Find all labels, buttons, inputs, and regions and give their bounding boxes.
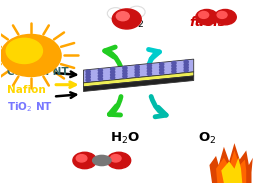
- Text: H$_2$O: H$_2$O: [110, 131, 140, 146]
- Circle shape: [86, 73, 90, 76]
- Circle shape: [123, 66, 127, 69]
- Polygon shape: [83, 72, 194, 87]
- Circle shape: [159, 71, 164, 74]
- Text: Nafion: Nafion: [7, 85, 46, 95]
- Circle shape: [116, 12, 129, 21]
- Circle shape: [135, 65, 139, 68]
- Circle shape: [110, 155, 121, 162]
- Circle shape: [86, 76, 90, 79]
- Circle shape: [196, 9, 218, 25]
- Circle shape: [111, 73, 115, 76]
- Circle shape: [98, 72, 102, 75]
- Circle shape: [111, 70, 115, 73]
- Circle shape: [147, 67, 152, 70]
- Text: fuels: fuels: [190, 16, 226, 29]
- Circle shape: [217, 11, 227, 18]
- Circle shape: [135, 68, 139, 71]
- Circle shape: [159, 63, 164, 66]
- Circle shape: [76, 155, 87, 162]
- Circle shape: [172, 70, 176, 73]
- Circle shape: [135, 71, 139, 74]
- Circle shape: [111, 68, 115, 71]
- Circle shape: [123, 69, 127, 72]
- Circle shape: [147, 64, 152, 67]
- Circle shape: [128, 6, 145, 18]
- Circle shape: [123, 72, 127, 75]
- Text: TiO$_2$ NT: TiO$_2$ NT: [7, 101, 53, 114]
- Circle shape: [172, 64, 176, 67]
- Circle shape: [1, 34, 61, 77]
- Polygon shape: [83, 59, 194, 83]
- Circle shape: [107, 8, 124, 19]
- Polygon shape: [83, 76, 194, 91]
- Circle shape: [98, 69, 102, 72]
- Circle shape: [184, 63, 188, 66]
- Ellipse shape: [93, 155, 111, 166]
- Polygon shape: [216, 151, 246, 183]
- Circle shape: [159, 68, 164, 71]
- Circle shape: [184, 66, 188, 69]
- Circle shape: [172, 62, 176, 64]
- Circle shape: [73, 152, 97, 169]
- Circle shape: [86, 70, 90, 73]
- Text: O$_2$: O$_2$: [198, 131, 216, 146]
- Circle shape: [123, 75, 127, 78]
- Circle shape: [98, 75, 102, 77]
- Polygon shape: [221, 158, 242, 183]
- Circle shape: [107, 152, 131, 169]
- Circle shape: [112, 9, 141, 29]
- Circle shape: [86, 79, 90, 82]
- Circle shape: [172, 67, 176, 70]
- Circle shape: [159, 66, 164, 69]
- Circle shape: [135, 74, 139, 77]
- Polygon shape: [209, 143, 253, 183]
- Text: Carbon NT: Carbon NT: [7, 67, 69, 77]
- Circle shape: [147, 72, 152, 75]
- Circle shape: [147, 70, 152, 73]
- Circle shape: [184, 60, 188, 63]
- Circle shape: [98, 77, 102, 80]
- Circle shape: [6, 38, 43, 63]
- Circle shape: [184, 69, 188, 72]
- Circle shape: [214, 9, 236, 25]
- Circle shape: [199, 11, 209, 18]
- Circle shape: [111, 76, 115, 79]
- Text: CO$_2$: CO$_2$: [116, 15, 144, 30]
